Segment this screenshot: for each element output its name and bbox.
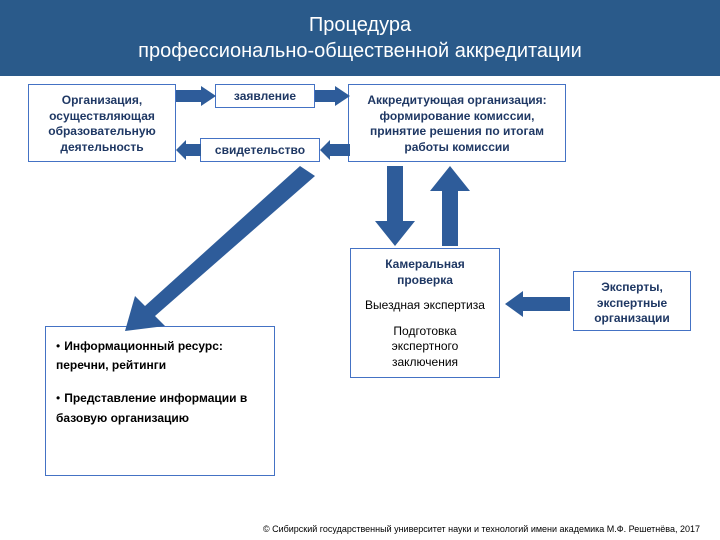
check-sub1: Выездная экспертиза — [359, 298, 491, 314]
arrow-diagonal-to-info — [125, 166, 315, 331]
slide-header: Процедура профессионально-общественной а… — [0, 0, 720, 76]
box-organization: Организация, осуществляющая образователь… — [28, 84, 176, 162]
label-certificate: свидетельство — [200, 138, 320, 162]
header-line2: профессионально-общественной аккредитаци… — [20, 38, 700, 64]
box-checks: Камеральная проверка Выездная экспертиза… — [350, 248, 500, 378]
header-line1: Процедура — [20, 12, 700, 38]
arrow-up-from-check — [430, 166, 470, 246]
arrow-application-right — [176, 86, 216, 106]
info-item2: Представление информации в базовую орган… — [56, 389, 264, 427]
label-application: заявление — [215, 84, 315, 108]
check-sub2: Подготовка экспертного заключения — [359, 324, 491, 371]
arrow-down-to-check — [375, 166, 415, 246]
check-title: Камеральная проверка — [359, 257, 491, 288]
arrow-certificate-left1 — [320, 140, 350, 160]
arrow-certificate-left2 — [176, 140, 201, 160]
box-experts: Эксперты, экспертные организации — [573, 271, 691, 331]
arrow-experts-left — [505, 291, 570, 317]
box-info: Информационный ресурс: перечни, рейтинги… — [45, 326, 275, 476]
box-accrediting: Аккредитующая организация: формирование … — [348, 84, 566, 162]
arrow-application-right2 — [315, 86, 350, 106]
info-item1: Информационный ресурс: перечни, рейтинги — [56, 337, 264, 375]
diagram-canvas: Организация, осуществляющая образователь… — [0, 76, 720, 526]
footer-copyright: © Сибирский государственный университет … — [263, 524, 700, 534]
